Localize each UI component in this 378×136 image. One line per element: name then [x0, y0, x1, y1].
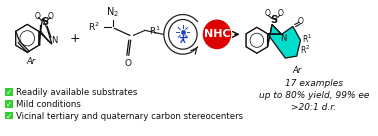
- Text: S: S: [270, 16, 277, 25]
- Text: $\mathregular{R^2}$: $\mathregular{R^2}$: [88, 20, 99, 33]
- Text: Mild conditions: Mild conditions: [16, 100, 81, 109]
- Polygon shape: [268, 26, 301, 58]
- Text: O: O: [35, 12, 40, 21]
- Text: 17 examples: 17 examples: [285, 79, 343, 88]
- Text: $\mathregular{R^1}$: $\mathregular{R^1}$: [302, 32, 313, 44]
- Polygon shape: [16, 24, 39, 52]
- Text: ✓: ✓: [6, 88, 12, 97]
- Text: O: O: [124, 59, 131, 68]
- Text: >20:1 d.r.: >20:1 d.r.: [291, 103, 336, 112]
- Polygon shape: [268, 24, 282, 47]
- Text: N: N: [51, 36, 57, 45]
- Text: O: O: [277, 9, 284, 18]
- Text: NHC: NHC: [204, 29, 230, 39]
- Text: O: O: [264, 9, 270, 18]
- Circle shape: [169, 19, 197, 49]
- Text: Vicinal tertiary and quaternary carbon stereocenters: Vicinal tertiary and quaternary carbon s…: [16, 112, 243, 120]
- Text: ✓: ✓: [6, 100, 12, 109]
- FancyBboxPatch shape: [5, 88, 13, 96]
- Text: O: O: [297, 17, 304, 26]
- Polygon shape: [246, 27, 268, 53]
- Text: O: O: [48, 12, 54, 21]
- Text: $\mathregular{R^2}$: $\mathregular{R^2}$: [301, 44, 311, 56]
- Circle shape: [203, 19, 231, 49]
- FancyBboxPatch shape: [5, 112, 13, 119]
- Text: N: N: [280, 34, 287, 43]
- Text: Ar: Ar: [292, 66, 301, 75]
- FancyBboxPatch shape: [5, 100, 13, 108]
- Text: S: S: [41, 17, 48, 27]
- Text: $\mathregular{R^1}$: $\mathregular{R^1}$: [149, 24, 161, 37]
- Polygon shape: [246, 27, 268, 53]
- Text: $\mathregular{N_2}$: $\mathregular{N_2}$: [106, 5, 119, 18]
- Polygon shape: [39, 18, 52, 45]
- Text: up to 80% yield, 99% ee: up to 80% yield, 99% ee: [259, 91, 369, 100]
- Text: Readily available substrates: Readily available substrates: [16, 88, 137, 97]
- Text: Ar: Ar: [26, 57, 36, 66]
- Text: +: +: [70, 32, 80, 45]
- Text: ✓: ✓: [6, 112, 12, 120]
- Polygon shape: [16, 24, 39, 52]
